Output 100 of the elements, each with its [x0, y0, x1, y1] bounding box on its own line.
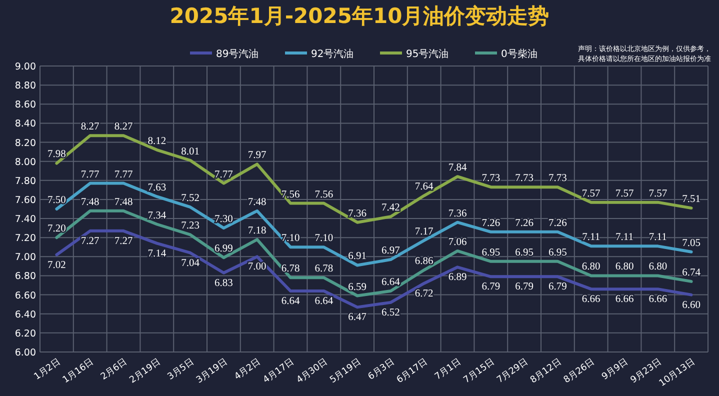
y-tick-label: 6.60 — [14, 290, 36, 302]
data-label: 7.52 — [181, 193, 200, 204]
x-tick-label: 6月3日 — [366, 357, 396, 382]
y-tick-label: 6.20 — [14, 328, 36, 340]
data-label: 7.26 — [482, 218, 500, 229]
data-label: 7.98 — [48, 149, 66, 160]
y-tick-label: 6.00 — [14, 348, 36, 358]
data-label: 7.00 — [248, 262, 266, 273]
data-label: 6.60 — [682, 300, 700, 311]
y-tick-label: 7.40 — [14, 214, 36, 226]
x-tick-label: 8月26日 — [562, 357, 597, 386]
data-label: 7.18 — [248, 226, 266, 237]
data-label: 7.63 — [148, 182, 166, 194]
data-label: 7.57 — [582, 188, 600, 200]
data-label: 7.36 — [348, 208, 366, 220]
x-tick-label: 4月17日 — [262, 357, 296, 386]
x-tick-label: 2月19日 — [128, 357, 163, 386]
data-label: 7.02 — [48, 260, 66, 271]
x-tick-label: 7月1日 — [433, 357, 464, 382]
data-label: 8.12 — [148, 136, 166, 147]
data-label: 7.36 — [448, 208, 467, 220]
x-tick-label: 4月30日 — [295, 357, 330, 386]
data-label: 6.97 — [382, 246, 400, 257]
x-tick-label: 3月19日 — [194, 357, 230, 386]
data-label: 6.66 — [582, 294, 600, 306]
data-label: 7.30 — [214, 214, 233, 226]
x-tick-label: 7月15日 — [462, 357, 497, 386]
data-label: 6.89 — [448, 272, 467, 284]
data-label: 6.47 — [348, 312, 366, 324]
legend-label: 0号柴油 — [501, 48, 538, 60]
data-label: 6.86 — [414, 256, 434, 268]
data-label: 7.34 — [148, 210, 167, 222]
data-label: 7.77 — [214, 169, 233, 180]
data-label: 7.64 — [414, 182, 434, 193]
data-label: 7.97 — [248, 150, 266, 162]
y-tick-label: 8.00 — [14, 156, 36, 168]
y-tick-label: 7.20 — [14, 233, 36, 244]
x-tick-label: 8月12日 — [528, 357, 564, 386]
data-label: 7.17 — [414, 226, 434, 238]
data-label: 6.74 — [682, 267, 702, 278]
data-label: 7.27 — [114, 236, 133, 247]
chart-title: 2025年1月-2025年10月油价变动走势 — [168, 3, 550, 30]
data-label: 7.23 — [181, 220, 200, 232]
legend-label: 89号汽油 — [216, 48, 259, 60]
data-label: 7.51 — [682, 194, 700, 206]
data-label: 7.42 — [382, 202, 400, 214]
data-label: 8.01 — [181, 146, 200, 158]
x-tick-label: 1月2日 — [32, 357, 62, 382]
data-label: 7.73 — [548, 173, 567, 184]
data-label: 7.73 — [515, 173, 534, 184]
data-label: 7.06 — [448, 236, 467, 248]
data-label: 7.05 — [682, 238, 700, 249]
data-label: 6.79 — [482, 282, 500, 293]
data-label: 7.14 — [148, 248, 167, 260]
data-label: 7.27 — [80, 236, 100, 247]
data-label: 7.11 — [616, 232, 634, 244]
data-label: 6.80 — [648, 262, 668, 273]
data-label: 6.66 — [648, 294, 668, 306]
x-tick-label: 7月29日 — [495, 357, 530, 386]
data-label: 6.80 — [582, 262, 600, 273]
data-label: 8.27 — [80, 122, 100, 133]
x-tick-label: 2月6日 — [99, 357, 130, 382]
y-tick-label: 8.80 — [14, 80, 36, 92]
x-tick-label: 6月17日 — [395, 357, 430, 386]
data-label: 6.95 — [515, 247, 534, 258]
y-tick-label: 6.80 — [14, 271, 36, 282]
data-label: 6.64 — [281, 296, 300, 307]
x-tick-label: 1月16日 — [61, 357, 96, 386]
y-tick-label: 7.60 — [14, 194, 36, 206]
data-label: 6.52 — [382, 307, 400, 318]
data-label: 7.04 — [181, 258, 200, 269]
legend-label: 95号汽油 — [406, 48, 449, 60]
y-tick-label: 7.80 — [14, 176, 36, 187]
data-label: 7.11 — [582, 232, 600, 244]
data-label: 6.59 — [348, 282, 366, 293]
y-tick-label: 8.40 — [14, 118, 36, 130]
legend-label: 92号汽油 — [311, 48, 354, 60]
data-label: 6.64 — [382, 276, 401, 288]
data-label: 7.77 — [80, 169, 100, 180]
data-label: 6.80 — [615, 262, 634, 273]
y-tick-label: 8.60 — [14, 100, 36, 111]
data-label: 7.84 — [448, 162, 468, 174]
data-label: 6.79 — [548, 282, 567, 293]
x-tick-label: 9月9日 — [600, 357, 630, 382]
data-label: 6.78 — [281, 264, 300, 275]
data-label: 6.95 — [482, 247, 500, 258]
x-tick-label: 5月19日 — [328, 357, 364, 386]
data-label: 7.26 — [515, 218, 534, 229]
data-label: 7.57 — [615, 188, 634, 200]
y-tick-label: 7.00 — [14, 252, 36, 264]
data-label: 6.66 — [615, 294, 634, 306]
data-label: 7.48 — [114, 196, 133, 208]
data-label: 7.11 — [648, 232, 667, 244]
data-label: 7.48 — [248, 196, 266, 208]
data-label: 7.10 — [314, 233, 334, 244]
data-label: 7.20 — [48, 224, 66, 235]
data-label: 6.64 — [314, 296, 334, 307]
data-label: 6.78 — [314, 264, 334, 275]
data-label: 7.57 — [648, 188, 668, 200]
data-label: 6.99 — [214, 244, 233, 255]
